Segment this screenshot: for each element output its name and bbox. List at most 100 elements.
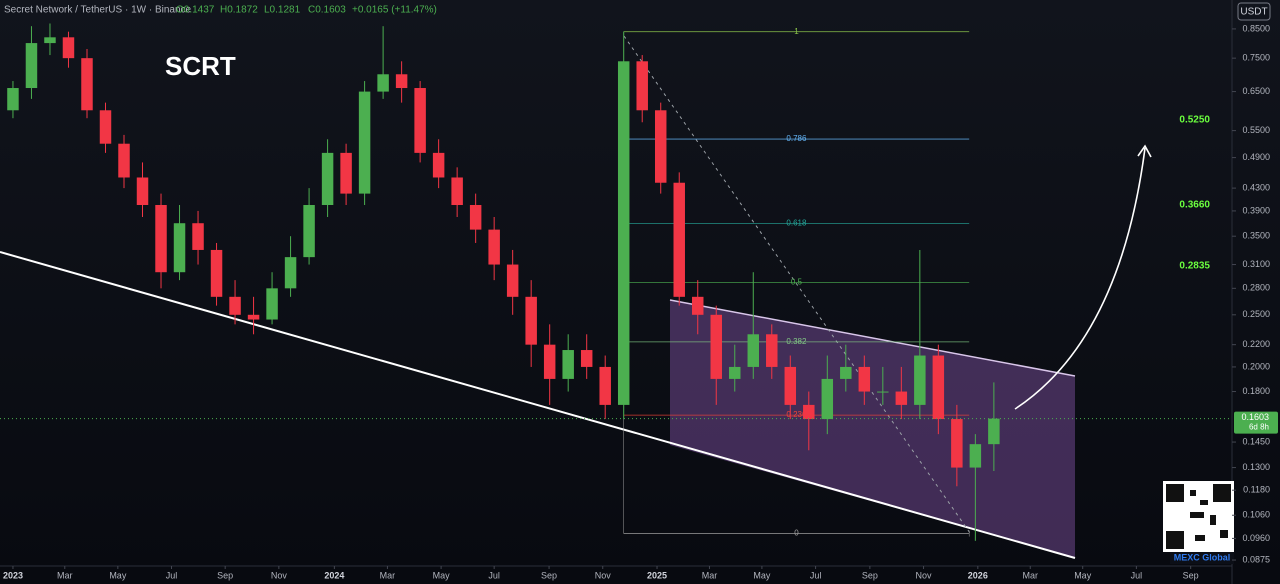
fib-label: 0.382 [786,337,807,346]
candle-body [321,152,334,206]
x-tick-label: Mar [1023,570,1039,580]
fib-label: 0 [794,529,799,538]
x-tick-label: Sep [862,570,878,580]
target: 0.5250 [1179,115,1210,126]
candle-body [469,205,482,230]
candle-body [377,74,389,92]
y-tick-label: 0.0960 [1242,533,1270,543]
candle-body [414,88,426,153]
candle-body [155,205,167,273]
candle-body [580,350,593,367]
fib-label: 0.786 [786,134,807,143]
candle-body [284,257,297,289]
qr-pattern [1166,484,1231,549]
candle-body [136,177,149,206]
y-tick-label: 0.2500 [1242,309,1270,319]
x-tick-label: May [753,570,771,580]
candle-body [543,344,556,379]
candle-body [932,355,945,420]
currency: USDT [1240,7,1267,18]
candle-body [7,88,19,111]
projection-arrow [1014,147,1146,410]
x-tick-label: Mar [57,570,73,580]
candle-body [340,152,352,194]
x-tick-label: 2026 [968,570,988,580]
candle-body [192,223,204,250]
candle-body [821,378,834,420]
candle-body [969,444,982,468]
y-tick-label: 0.4900 [1242,152,1270,162]
y-tick-label: 0.1060 [1242,510,1270,520]
y-tick-label: 0.7500 [1242,53,1270,63]
fib-label: 0.236 [786,410,807,419]
x-tick-label: May [1074,570,1092,580]
candle-body [506,264,519,297]
ohlc-header: O0.1437 H0.1872 L0.1281 C0.1603 +0.0165 (+11… [176,5,437,16]
candle-body [81,58,93,111]
candle-body [99,110,112,144]
candle-body [173,223,186,273]
candle-body [895,391,908,405]
candle-body [729,366,741,379]
candle-body [488,229,500,265]
x-tick-label: Jul [166,570,178,580]
candles [7,23,1000,541]
candle-body [784,366,797,405]
y-tick-label: 0.1800 [1242,386,1270,396]
candle-body [118,143,130,178]
x-tick-label: Sep [217,570,233,580]
candle-body [840,366,852,379]
candle-body [654,110,667,183]
currency-box [1237,2,1271,21]
x-tick-label: 2024 [324,570,344,580]
candle-body [914,355,926,405]
candle-body [358,91,371,194]
candle-body [25,43,38,89]
y-tick-label: 0.4300 [1242,182,1270,192]
price-tag-value: 0.1603 [1241,412,1269,422]
y-tick-label: 0.1300 [1242,462,1270,472]
candle-body [766,334,778,367]
candle-body [710,314,722,379]
candle-body [303,205,315,258]
candle-body [62,37,75,59]
fib-label: 0.618 [786,219,807,228]
trend-line [0,251,1076,559]
x-tick-label: Mar [702,570,718,580]
symbol: Secret Network / TetherUS · 1W · Binance [4,5,192,16]
fib-label: 1 [794,27,799,36]
candle-body [988,418,1000,445]
ohlc-value: +0.0165 (+11.47%) [352,5,437,16]
candle-body [858,366,871,392]
x-tick-label: May [109,570,127,580]
candle-body [747,334,760,367]
candle-body [266,288,278,320]
x-tick-label: Nov [916,570,933,580]
ohlc-value: C0.1603 [308,5,346,16]
channel-top [669,299,1076,377]
candle-body [562,350,574,379]
candle-body [673,182,685,297]
x-tick-label: 2023 [3,570,23,580]
x-tick-label: Nov [595,570,612,580]
candle-body [451,177,463,206]
target: 0.3660 [1179,200,1210,211]
title: SCRT [165,51,236,81]
fib-group: 1 0.786 0.618 0.5 0.382 0.236 0 [623,27,970,538]
x-tick-label: 2025 [647,570,667,580]
y-tick-label: 0.6500 [1242,86,1270,96]
target: 0.2835 [1179,261,1210,272]
candle-body [803,404,815,420]
y-tick-label: 0.2800 [1242,283,1270,293]
candle-body [395,74,408,89]
x-tick-label: Jul [488,570,500,580]
candle-body [636,61,648,111]
candle-body [432,152,445,178]
ohlc-value: O0.1437 [176,5,215,16]
x-tick-label: Sep [541,570,557,580]
y-tick-label: 0.3900 [1242,205,1270,215]
y-tick-label: 0.5500 [1242,125,1270,135]
candle-body [617,61,630,405]
